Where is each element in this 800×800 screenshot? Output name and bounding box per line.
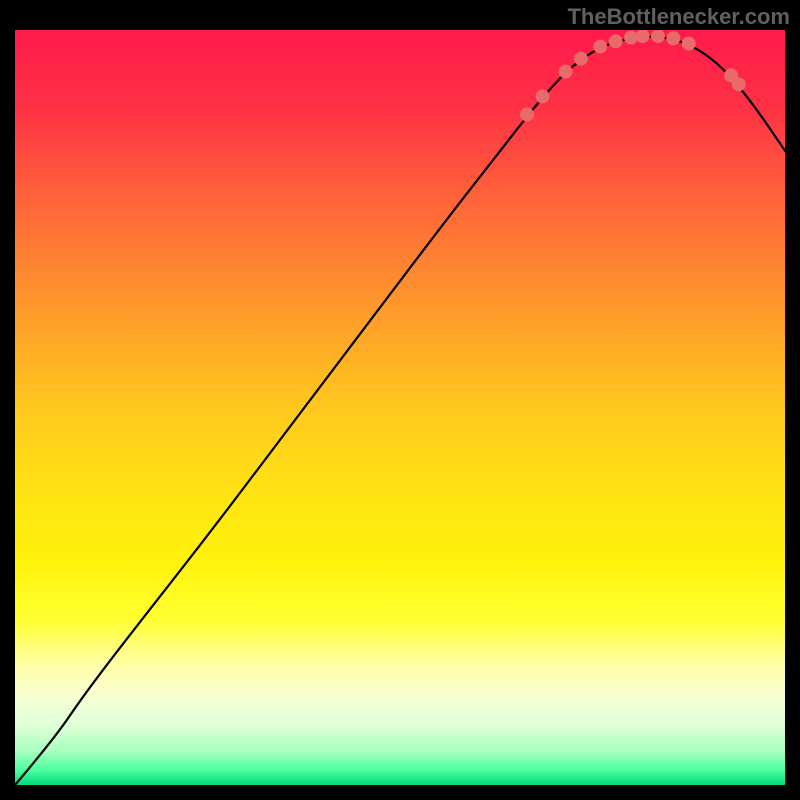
marker-dot: [559, 65, 573, 79]
chart-container: { "watermark": { "text": "TheBottlenecke…: [0, 0, 800, 800]
watermark-text: TheBottlenecker.com: [567, 4, 790, 30]
marker-dot: [593, 40, 607, 54]
marker-dot: [666, 31, 680, 45]
plot-area: [15, 30, 785, 785]
marker-dot: [682, 37, 696, 51]
marker-dot: [520, 108, 534, 122]
marker-dot: [574, 52, 588, 66]
marker-dot: [609, 34, 623, 48]
marker-dot: [732, 77, 746, 91]
chart-svg: [15, 30, 785, 785]
gradient-background: [15, 30, 785, 785]
marker-dot: [535, 89, 549, 103]
